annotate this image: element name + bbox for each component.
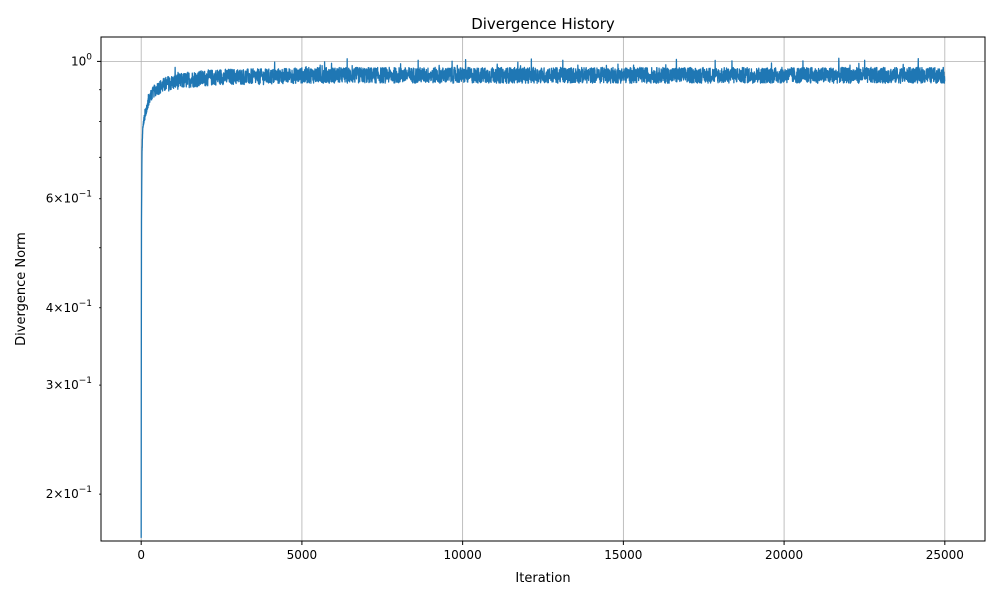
x-axis-label: Iteration bbox=[515, 571, 570, 586]
y-tick-label: 6×10−1 bbox=[46, 190, 92, 206]
line-layer bbox=[140, 57, 946, 538]
x-axis-ticks: 0 5000 10000 15000 20000 25000 bbox=[137, 541, 964, 562]
grid bbox=[101, 37, 985, 541]
chart-title: Divergence History bbox=[471, 15, 615, 33]
x-tick-label: 5000 bbox=[287, 548, 318, 562]
x-tick-label: 25000 bbox=[926, 548, 964, 562]
x-tick-label: 0 bbox=[137, 548, 145, 562]
series-line bbox=[140, 57, 946, 538]
y-axis-ticks: 100 2×10−1 3×10−1 4×10−1 6×10−1 bbox=[46, 52, 101, 501]
y-tick-label: 3×10−1 bbox=[46, 376, 92, 392]
x-tick-label: 10000 bbox=[444, 548, 482, 562]
y-axis-label: Divergence Norm bbox=[14, 232, 29, 346]
x-tick-label: 15000 bbox=[604, 548, 642, 562]
plot-frame bbox=[100, 36, 986, 542]
y-tick-label: 4×10−1 bbox=[46, 299, 92, 315]
y-tick-label: 2×10−1 bbox=[46, 485, 92, 501]
y-tick-label: 100 bbox=[71, 52, 92, 68]
x-tick-label: 20000 bbox=[765, 548, 803, 562]
